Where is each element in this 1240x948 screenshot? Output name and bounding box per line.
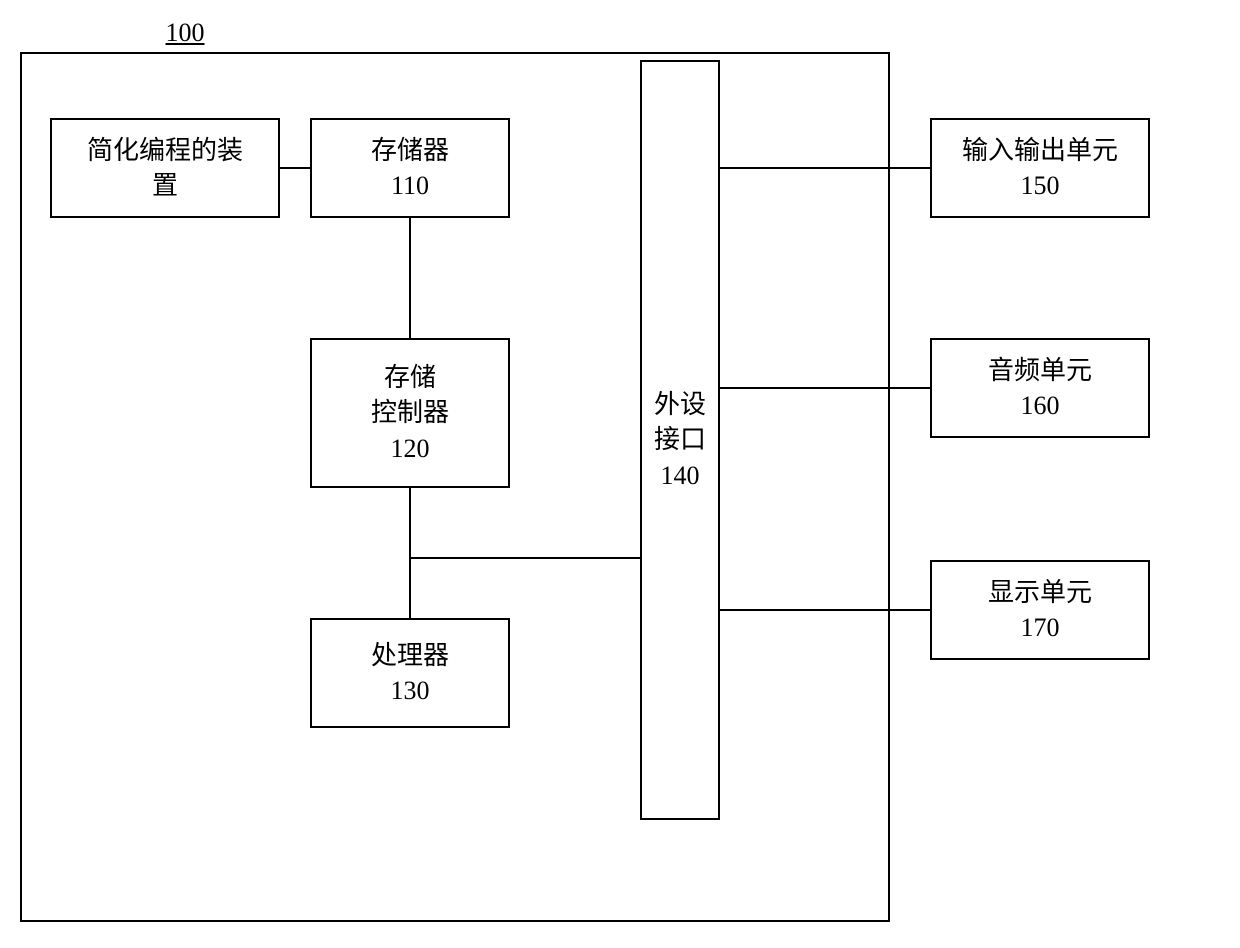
node-pif-num: 140 xyxy=(661,458,700,493)
node-disp: 显示单元 170 xyxy=(930,560,1150,660)
node-mem-label: 存储器 xyxy=(371,133,449,168)
node-dev: 简化编程的装 置 xyxy=(50,118,280,218)
node-cpu-num: 130 xyxy=(391,673,430,708)
node-mc: 存储 控制器 120 xyxy=(310,338,510,488)
node-mem-num: 110 xyxy=(391,168,429,203)
node-cpu: 处理器 130 xyxy=(310,618,510,728)
node-pif-line2: 接口 xyxy=(654,422,706,457)
node-audio-num: 160 xyxy=(1021,388,1060,423)
node-cpu-label: 处理器 xyxy=(371,638,449,673)
node-io-label: 输入输出单元 xyxy=(962,133,1118,168)
diagram-canvas: 100 简化编程的装 置 存储器 110 存储 控制器 120 处理器 130 … xyxy=(0,0,1240,948)
node-pif-line1: 外设 xyxy=(654,387,706,422)
node-mem: 存储器 110 xyxy=(310,118,510,218)
node-mc-line1: 存储 xyxy=(384,360,436,395)
node-io: 输入输出单元 150 xyxy=(930,118,1150,218)
node-pif: 外设 接口 140 xyxy=(640,60,720,820)
node-mc-num: 120 xyxy=(391,431,430,466)
node-audio: 音频单元 160 xyxy=(930,338,1150,438)
node-io-num: 150 xyxy=(1021,168,1060,203)
node-disp-num: 170 xyxy=(1021,610,1060,645)
node-audio-label: 音频单元 xyxy=(988,353,1092,388)
node-mc-line2: 控制器 xyxy=(371,395,449,430)
node-disp-label: 显示单元 xyxy=(988,575,1092,610)
node-dev-line1: 简化编程的装 xyxy=(87,133,243,168)
reference-label: 100 xyxy=(150,18,220,48)
node-dev-line2: 置 xyxy=(152,168,178,203)
